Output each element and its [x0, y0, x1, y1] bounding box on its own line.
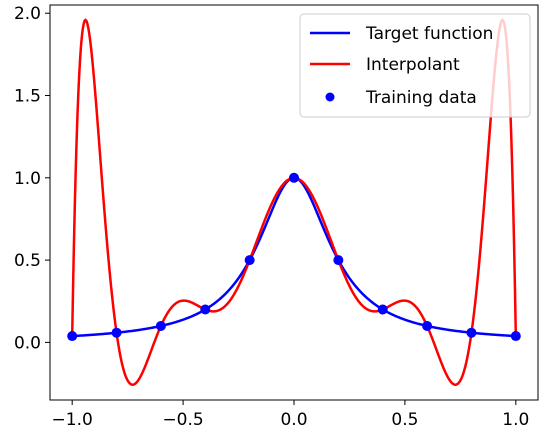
legend-box — [299, 13, 531, 118]
legend-label-interpolant: Interpolant — [366, 55, 460, 75]
x-tick-label: −0.5 — [162, 410, 203, 430]
x-tick-label: 1.0 — [502, 410, 529, 430]
data-point — [466, 327, 477, 338]
y-tick-label: 1.5 — [14, 87, 41, 107]
legend-label-training-data: Training data — [365, 88, 477, 108]
data-point — [111, 327, 122, 338]
y-tick-label: 2.0 — [14, 4, 41, 24]
data-point — [333, 255, 344, 266]
data-point — [244, 255, 255, 266]
data-point — [510, 331, 521, 342]
y-tick-label: 0.5 — [14, 251, 41, 271]
legend-label-target-function: Target function — [365, 24, 493, 44]
data-point — [200, 304, 211, 315]
x-tick-label: 0.5 — [391, 410, 418, 430]
data-point — [422, 320, 433, 331]
series-line-target-function — [72, 176, 516, 338]
y-tick-label: 1.0 — [14, 169, 41, 189]
x-tick-label: 0.0 — [280, 410, 307, 430]
data-point — [289, 172, 299, 183]
data-point — [155, 320, 166, 331]
legend: Target function Interpolant Training dat… — [299, 13, 531, 118]
legend-swatch-training-data — [325, 92, 335, 102]
data-point — [377, 304, 388, 315]
data-point — [67, 331, 78, 342]
y-tick-label: 0.0 — [14, 333, 41, 353]
series-layer — [67, 18, 521, 386]
x-tick-label: −1.0 — [52, 410, 93, 430]
axis-ticks: −1.0 −0.5 0.0 0.5 1.0 0.0 0.5 1.0 1.5 2.0 — [14, 4, 529, 430]
